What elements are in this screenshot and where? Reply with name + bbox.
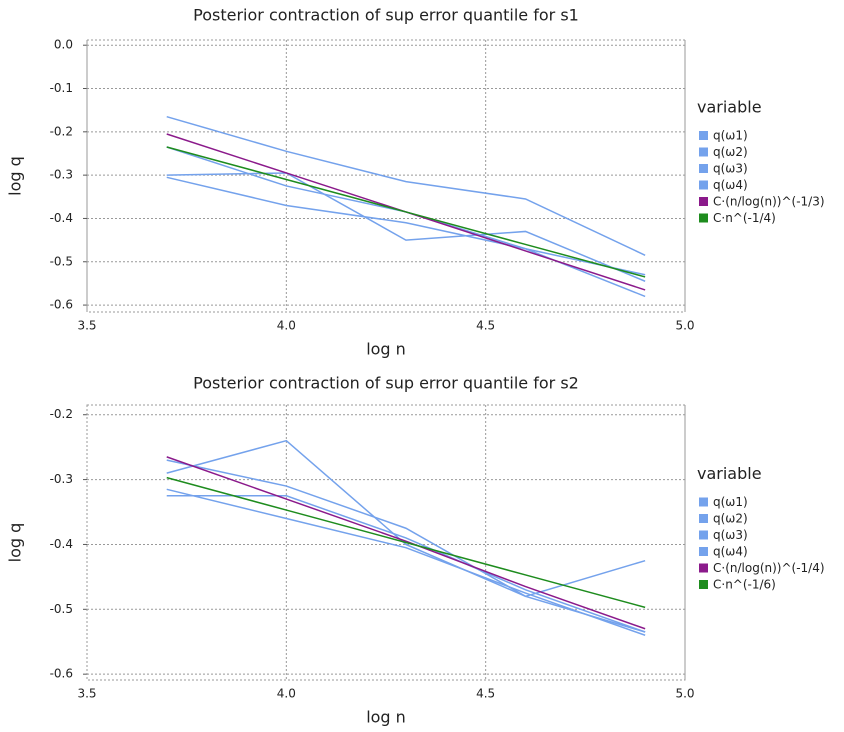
y-tick-label: 0.0 xyxy=(54,38,73,52)
series-line xyxy=(166,439,646,598)
legend-label: C·(n/log(n))^(-1/4) xyxy=(713,561,825,575)
y-tick-label: -0.4 xyxy=(50,211,73,225)
x-tick-label: 4.5 xyxy=(476,319,495,333)
legend-swatch xyxy=(699,563,708,573)
y-tick-label: -0.4 xyxy=(50,537,73,551)
legend-swatch xyxy=(699,497,708,507)
series-line xyxy=(166,172,646,282)
legend-label: C·n^(-1/6) xyxy=(713,578,776,592)
legend-label: C·n^(-1/4) xyxy=(713,211,776,225)
series-line xyxy=(166,459,646,633)
x-tick-label: 3.5 xyxy=(77,319,96,333)
chart-title: Posterior contraction of sup error quant… xyxy=(193,374,579,393)
legend-swatch xyxy=(699,547,708,556)
legend-swatch xyxy=(699,147,708,157)
y-axis-label: log q xyxy=(6,156,25,196)
legend-swatch xyxy=(699,131,708,140)
legend-label: C·(n/log(n))^(-1/3) xyxy=(713,195,825,209)
y-tick-label: -0.2 xyxy=(50,407,73,421)
x-axis-label: log n xyxy=(366,340,406,359)
legend-title: variable xyxy=(697,464,762,483)
legend-swatch xyxy=(699,180,708,190)
legend-swatch xyxy=(699,197,708,206)
legend-swatch xyxy=(699,580,708,589)
series-line xyxy=(166,488,646,636)
legend-label: q(ω3) xyxy=(713,162,748,176)
x-axis-label: log n xyxy=(366,708,406,727)
x-tick-label: 4.5 xyxy=(476,687,495,701)
series-line xyxy=(166,146,646,278)
y-axis-label: log q xyxy=(6,523,25,563)
legend-label: q(ω1) xyxy=(713,495,748,509)
y-tick-label: -0.3 xyxy=(50,168,73,182)
y-tick-label: -0.5 xyxy=(50,254,73,268)
x-tick-label: 5.0 xyxy=(675,687,694,701)
legend-swatch xyxy=(699,530,708,540)
y-tick-label: -0.3 xyxy=(50,472,73,486)
series-line xyxy=(166,115,646,256)
legend-swatch xyxy=(699,213,708,223)
x-tick-label: 5.0 xyxy=(675,319,694,333)
chart-title: Posterior contraction of sup error quant… xyxy=(193,6,579,25)
legend-label: q(ω4) xyxy=(713,178,748,192)
y-tick-label: -0.6 xyxy=(50,667,73,681)
x-tick-label: 3.5 xyxy=(77,687,96,701)
legend-label: q(ω3) xyxy=(713,528,748,542)
legend-title: variable xyxy=(697,98,762,117)
legend-label: q(ω1) xyxy=(713,129,748,143)
y-tick-label: -0.2 xyxy=(50,124,73,138)
legend-swatch xyxy=(699,514,708,523)
legend-label: q(ω2) xyxy=(713,145,748,159)
series-line xyxy=(166,456,646,630)
legend-label: q(ω4) xyxy=(713,545,748,559)
x-tick-label: 4.0 xyxy=(277,687,296,701)
y-tick-label: -0.5 xyxy=(50,602,73,616)
legend-label: q(ω2) xyxy=(713,512,748,526)
series-line xyxy=(166,176,646,298)
series-line xyxy=(166,495,646,633)
y-tick-label: -0.1 xyxy=(50,81,73,95)
series-line xyxy=(166,476,646,609)
legend-swatch xyxy=(699,164,708,173)
x-tick-label: 4.0 xyxy=(277,319,296,333)
y-tick-label: -0.6 xyxy=(50,298,73,312)
